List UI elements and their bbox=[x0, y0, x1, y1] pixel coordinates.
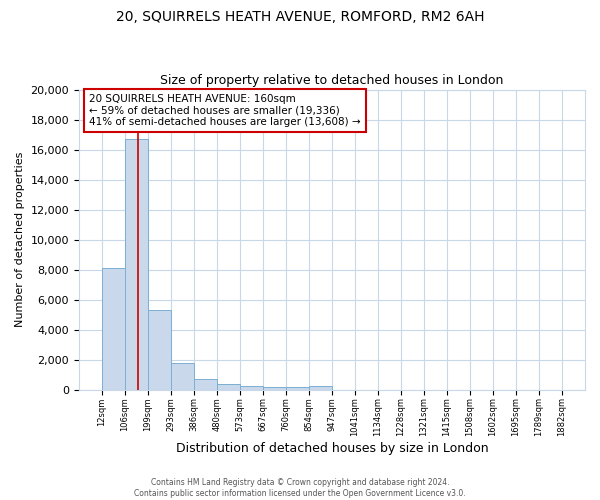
Bar bbox=[148, 310, 171, 390]
Bar bbox=[102, 268, 125, 390]
X-axis label: Distribution of detached houses by size in London: Distribution of detached houses by size … bbox=[176, 442, 488, 455]
Bar bbox=[217, 384, 240, 390]
Text: 20 SQUIRRELS HEATH AVENUE: 160sqm
← 59% of detached houses are smaller (19,336)
: 20 SQUIRRELS HEATH AVENUE: 160sqm ← 59% … bbox=[89, 94, 361, 128]
Bar bbox=[194, 379, 217, 390]
Bar bbox=[286, 388, 309, 390]
Bar bbox=[240, 386, 263, 390]
Bar bbox=[263, 387, 286, 390]
Bar bbox=[125, 139, 148, 390]
Y-axis label: Number of detached properties: Number of detached properties bbox=[15, 152, 25, 328]
Bar bbox=[309, 386, 332, 390]
Bar bbox=[171, 364, 194, 390]
Text: Contains HM Land Registry data © Crown copyright and database right 2024.
Contai: Contains HM Land Registry data © Crown c… bbox=[134, 478, 466, 498]
Text: 20, SQUIRRELS HEATH AVENUE, ROMFORD, RM2 6AH: 20, SQUIRRELS HEATH AVENUE, ROMFORD, RM2… bbox=[116, 10, 484, 24]
Title: Size of property relative to detached houses in London: Size of property relative to detached ho… bbox=[160, 74, 503, 87]
